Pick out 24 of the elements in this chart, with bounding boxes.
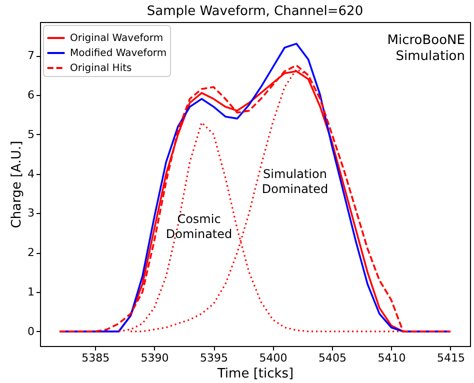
x-axis-title: Time [ticks] xyxy=(216,366,294,382)
x-tick-label: 5410 xyxy=(378,352,406,364)
y-tick-label: 4 xyxy=(28,167,34,180)
y-axis-title: Charge [A.U.] xyxy=(10,140,24,228)
x-tick-label: 5405 xyxy=(318,352,346,364)
x-tick-label: 5415 xyxy=(436,352,465,364)
legend-label: Modified Waveform xyxy=(70,48,167,59)
annotation: MicroBooNE Simulation xyxy=(387,33,465,64)
legend-label: Original Waveform xyxy=(70,33,164,44)
y-tick-label: 2 xyxy=(28,246,34,260)
y-tick-label: 3 xyxy=(28,206,34,220)
x-tick-label: 5390 xyxy=(140,352,169,364)
y-tick-label: 5 xyxy=(28,128,34,141)
annotation: Simulation Dominated xyxy=(262,167,328,196)
legend-label: Original Hits xyxy=(70,63,132,74)
y-tick-label: 0 xyxy=(28,324,34,338)
x-tick-label: 5400 xyxy=(259,352,288,364)
annotation: Cosmic Dominated xyxy=(166,212,232,241)
x-tick-label: 5395 xyxy=(200,352,228,364)
chart-title: Sample Waveform, Channel=620 xyxy=(146,4,364,19)
y-tick-label: 6 xyxy=(28,88,34,102)
y-tick-label: 7 xyxy=(28,49,34,62)
x-tick-label: 5385 xyxy=(82,352,110,364)
y-tick-label: 1 xyxy=(28,286,34,298)
